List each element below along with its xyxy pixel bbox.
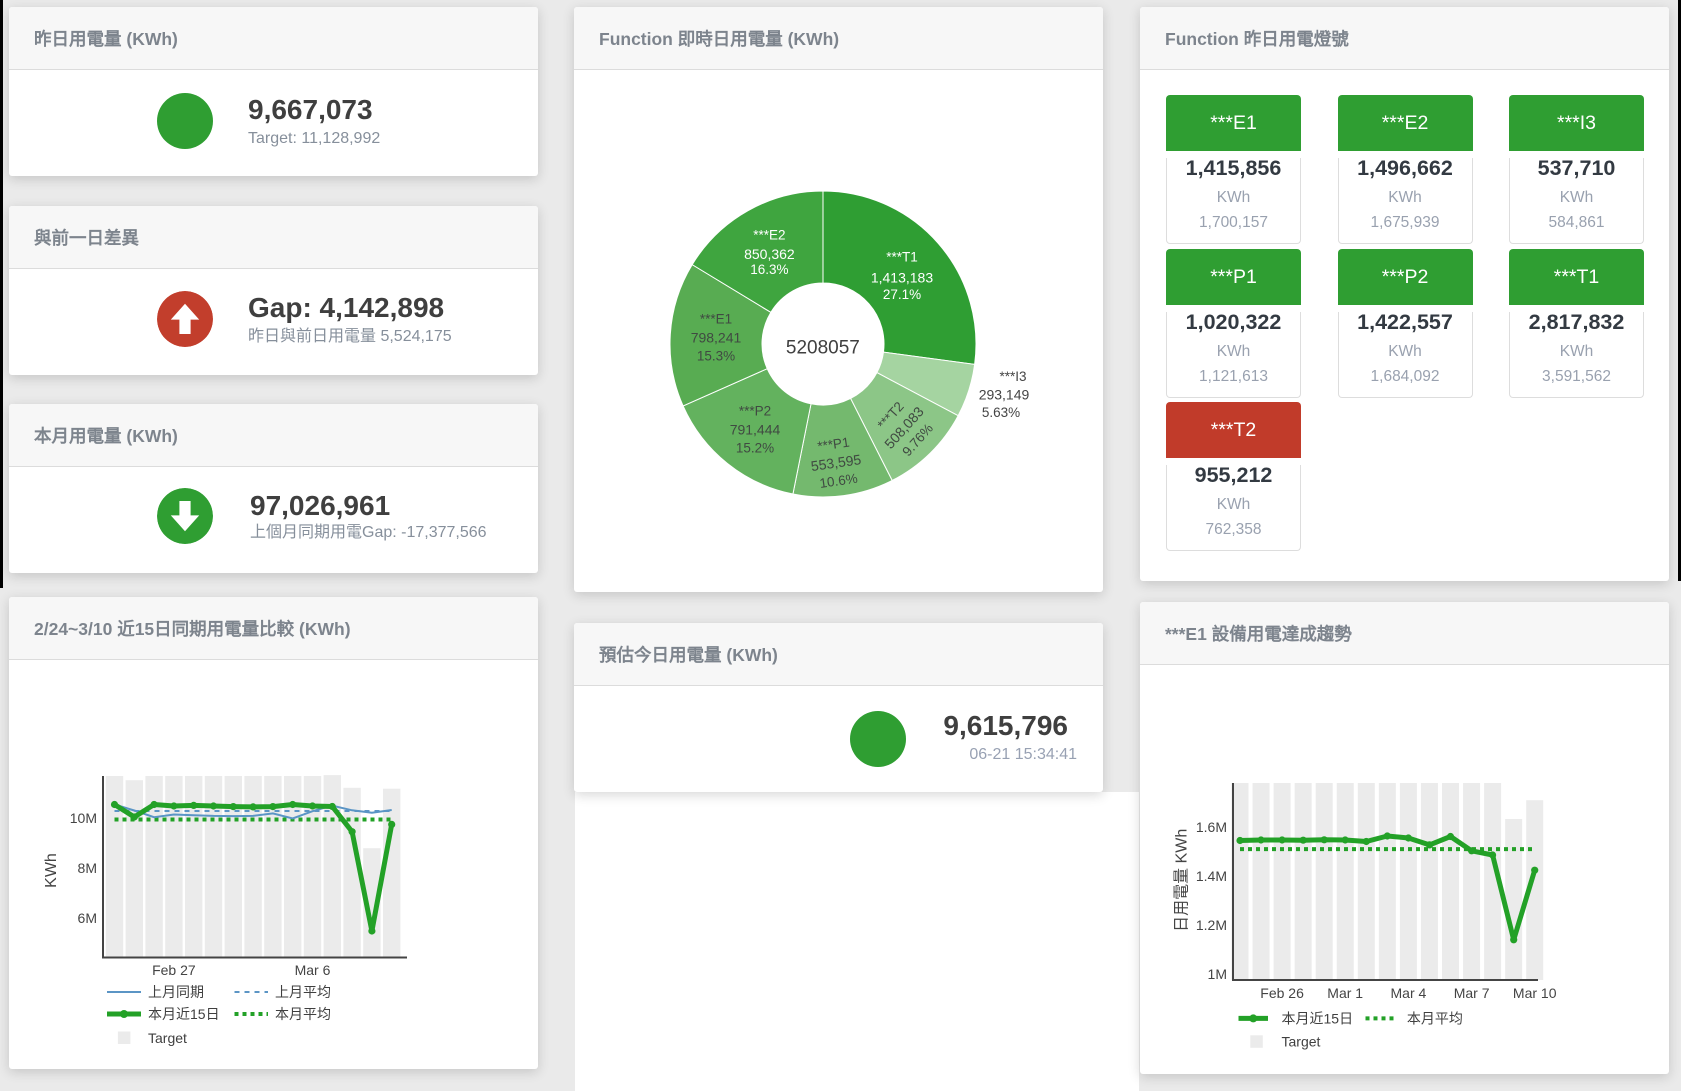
svg-text:10.6%: 10.6% [819,471,859,491]
svg-text:***I3: ***I3 [999,369,1026,384]
svg-text:1,413,183: 1,413,183 [871,269,933,285]
svg-text:本月平均: 本月平均 [1407,1011,1463,1027]
svg-text:1.4M: 1.4M [1196,868,1227,884]
svg-text:15.3%: 15.3% [697,349,735,364]
svg-text:5.63%: 5.63% [982,405,1020,420]
svg-text:日用電量 KWh: 日用電量 KWh [1174,829,1191,932]
svg-text:15.2%: 15.2% [736,441,774,456]
svg-text:本月平均: 本月平均 [275,1006,331,1022]
svg-text:1.2M: 1.2M [1196,917,1227,933]
svg-text:Mar 10: Mar 10 [1513,985,1557,1001]
svg-text:Target: Target [148,1030,187,1046]
svg-text:Feb 27: Feb 27 [152,962,196,978]
svg-text:8M: 8M [78,860,97,876]
svg-text:Mar 7: Mar 7 [1454,985,1490,1001]
svg-text:Target: Target [1282,1033,1321,1049]
svg-text:***E2: ***E2 [753,227,785,242]
svg-text:553,595: 553,595 [810,451,863,474]
svg-text:Mar 4: Mar 4 [1391,985,1427,1001]
svg-text:***T1: ***T1 [886,250,918,265]
svg-text:Mar 1: Mar 1 [1327,985,1363,1001]
svg-text:1M: 1M [1208,966,1227,982]
svg-text:5208057: 5208057 [786,337,860,358]
svg-text:Mar 6: Mar 6 [295,962,331,978]
svg-text:293,149: 293,149 [979,387,1030,403]
svg-text:本月近15日: 本月近15日 [148,1006,220,1022]
svg-text:Feb 26: Feb 26 [1260,985,1304,1001]
svg-text:798,241: 798,241 [691,330,742,346]
svg-text:10M: 10M [70,810,97,826]
svg-text:KWh: KWh [43,853,60,888]
svg-text:27.1%: 27.1% [883,287,921,302]
svg-text:850,362: 850,362 [744,246,795,262]
svg-text:***P1: ***P1 [816,435,850,454]
svg-text:791,444: 791,444 [730,422,781,438]
svg-text:***E1: ***E1 [700,312,732,327]
svg-text:上月同期: 上月同期 [148,984,204,1000]
svg-text:上月平均: 上月平均 [275,984,331,1000]
svg-text:6M: 6M [78,910,97,926]
svg-text:16.3%: 16.3% [750,262,788,277]
svg-text:本月近15日: 本月近15日 [1282,1011,1354,1027]
svg-text:1.6M: 1.6M [1196,819,1227,835]
svg-text:***P2: ***P2 [739,404,771,419]
